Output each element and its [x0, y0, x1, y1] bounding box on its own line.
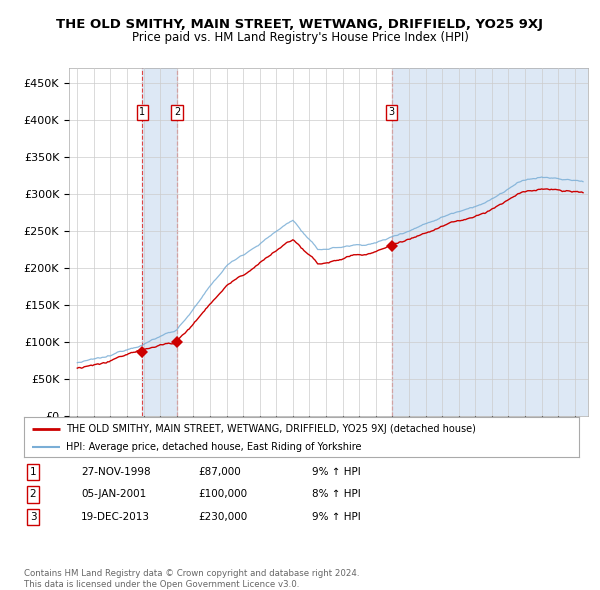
Text: 1: 1 [139, 107, 145, 117]
Bar [392, 68, 588, 416]
Text: 2: 2 [29, 490, 37, 499]
Text: £100,000: £100,000 [198, 490, 247, 499]
Text: 05-JAN-2001: 05-JAN-2001 [81, 490, 146, 499]
Text: 3: 3 [29, 512, 37, 522]
Text: Price paid vs. HM Land Registry's House Price Index (HPI): Price paid vs. HM Land Registry's House … [131, 31, 469, 44]
Text: £87,000: £87,000 [198, 467, 241, 477]
Text: THE OLD SMITHY, MAIN STREET, WETWANG, DRIFFIELD, YO25 9XJ (detached house): THE OLD SMITHY, MAIN STREET, WETWANG, DR… [65, 424, 476, 434]
Text: 8% ↑ HPI: 8% ↑ HPI [312, 490, 361, 499]
Text: THE OLD SMITHY, MAIN STREET, WETWANG, DRIFFIELD, YO25 9XJ: THE OLD SMITHY, MAIN STREET, WETWANG, DR… [56, 18, 544, 31]
Text: 3: 3 [389, 107, 395, 117]
Text: 19-DEC-2013: 19-DEC-2013 [81, 512, 150, 522]
Bar [142, 68, 177, 416]
Text: £230,000: £230,000 [198, 512, 247, 522]
Text: 1: 1 [29, 467, 37, 477]
Text: 9% ↑ HPI: 9% ↑ HPI [312, 512, 361, 522]
Text: 9% ↑ HPI: 9% ↑ HPI [312, 467, 361, 477]
Text: 27-NOV-1998: 27-NOV-1998 [81, 467, 151, 477]
Text: HPI: Average price, detached house, East Riding of Yorkshire: HPI: Average price, detached house, East… [65, 442, 361, 452]
Text: This data is licensed under the Open Government Licence v3.0.: This data is licensed under the Open Gov… [24, 579, 299, 589]
Text: Contains HM Land Registry data © Crown copyright and database right 2024.: Contains HM Land Registry data © Crown c… [24, 569, 359, 578]
Text: 2: 2 [174, 107, 180, 117]
